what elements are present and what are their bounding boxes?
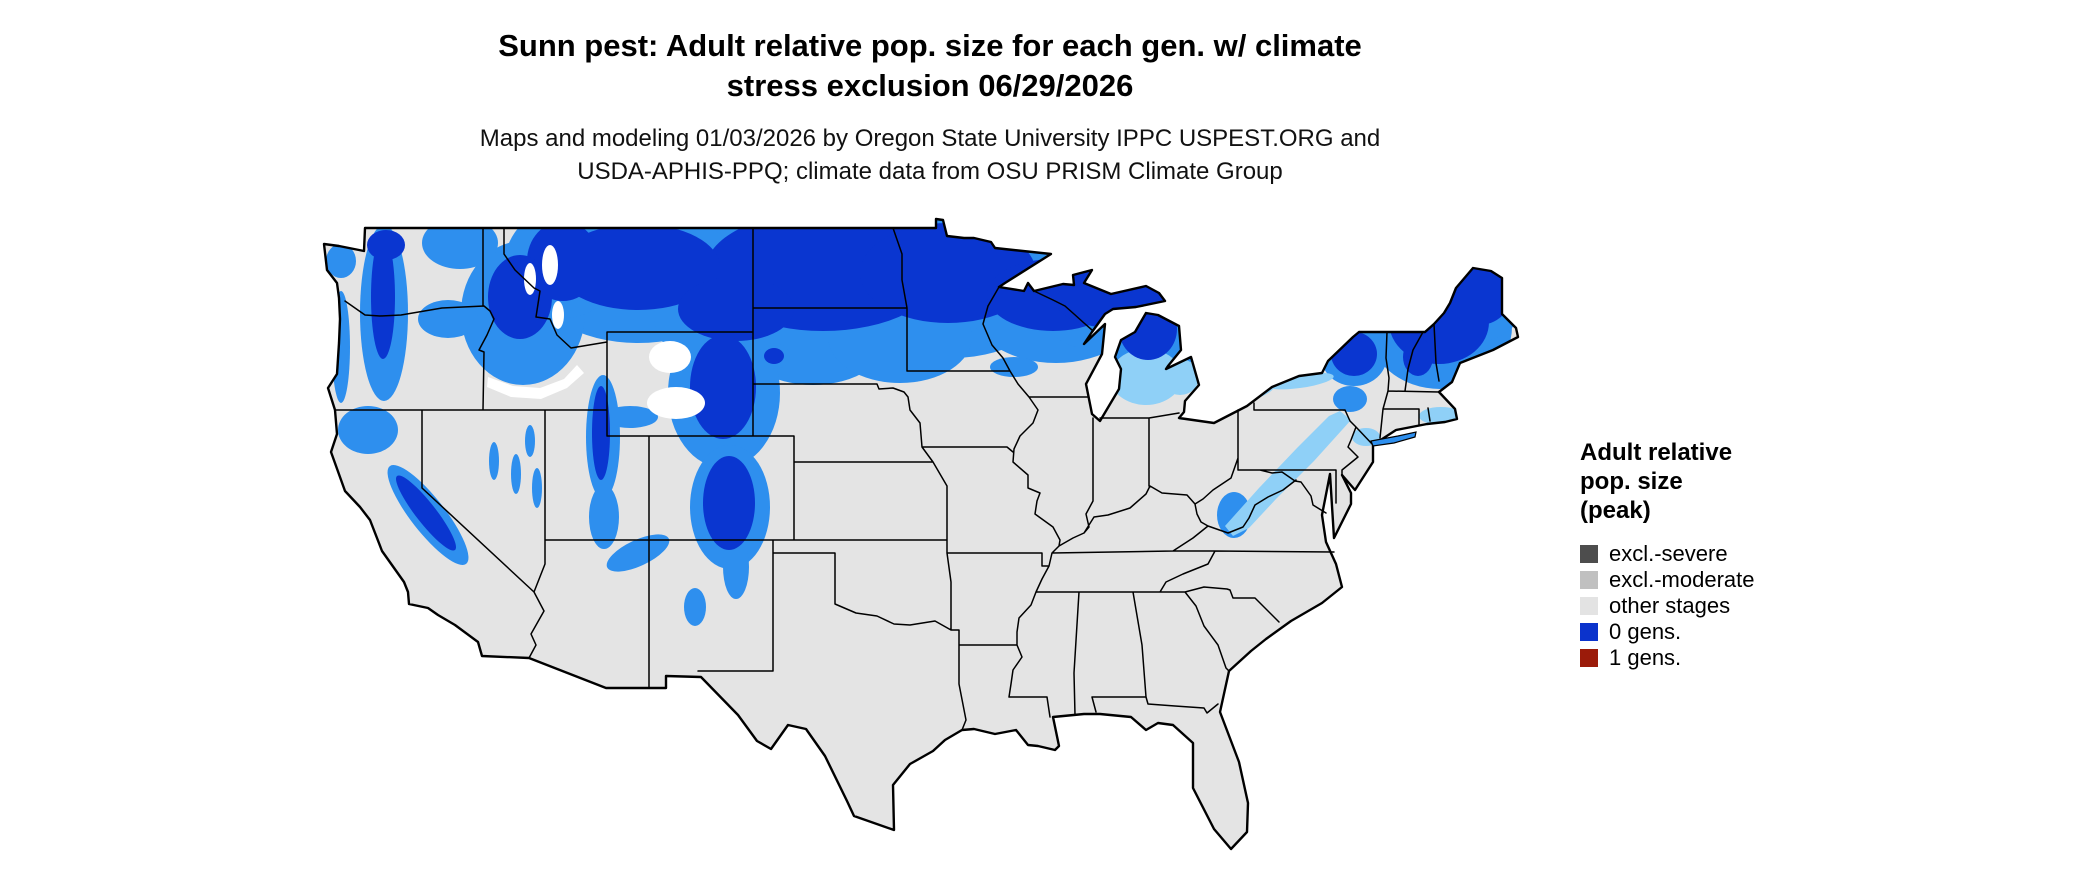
legend-item: 1 gens. <box>1580 645 1840 671</box>
blue-blob <box>511 454 521 494</box>
blue-blob <box>589 485 619 549</box>
legend-swatch <box>1580 545 1598 563</box>
legend-title-line1: Adult relative <box>1580 439 1733 466</box>
legend-swatch <box>1580 623 1598 641</box>
legend-title-line2: pop. size <box>1580 468 1683 495</box>
map-title: Sunn pest: Adult relative pop. size for … <box>0 26 1860 106</box>
blue-core <box>367 230 405 260</box>
blue-blob <box>990 357 1038 377</box>
blue-blob <box>489 442 499 480</box>
blue-blob <box>1266 372 1334 390</box>
legend-title: Adult relative pop. size (peak) <box>1580 438 1840 525</box>
blue-core <box>488 255 552 339</box>
blue-blob <box>326 244 356 278</box>
map-legend: Adult relative pop. size (peak) excl.-se… <box>1580 438 1840 671</box>
exclusion-patch <box>524 263 536 295</box>
exclusion-patch <box>542 245 558 285</box>
legend-item: excl.-severe <box>1580 541 1840 567</box>
legend-swatch <box>1580 571 1598 589</box>
blue-blob <box>422 219 498 269</box>
legend-item-label: other stages <box>1609 593 1731 618</box>
blue-blob <box>684 588 706 626</box>
blue-core <box>678 277 794 341</box>
map-subtitle-line2: USDA-APHIS-PPQ; climate data from OSU PR… <box>577 158 1283 185</box>
blue-blob <box>338 406 398 454</box>
us-landmass <box>324 219 1518 849</box>
legend-item: excl.-moderate <box>1580 567 1840 593</box>
blue-core <box>556 224 720 310</box>
legend-item-label: 0 gens. <box>1609 619 1682 644</box>
legend-item: other stages <box>1580 593 1840 619</box>
exclusion-patch <box>552 301 564 329</box>
blue-core <box>396 475 456 551</box>
blue-core <box>371 235 395 359</box>
blue-blob <box>1110 349 1182 405</box>
blue-core <box>703 456 755 550</box>
legend-swatch <box>1580 649 1598 667</box>
blue-blob <box>1333 386 1367 412</box>
blue-core <box>1331 332 1377 376</box>
map-area <box>308 215 1528 875</box>
exclusion-patch <box>487 365 584 399</box>
blue-core <box>690 335 756 439</box>
blue-blob <box>723 535 749 599</box>
legend-swatch <box>1580 597 1598 615</box>
legend-title-line3: (peak) <box>1580 497 1651 524</box>
blue-blob <box>606 534 670 572</box>
state-borders <box>334 227 1440 731</box>
blue-core <box>764 348 784 364</box>
map-title-line1: Sunn pest: Adult relative pop. size for … <box>498 28 1362 63</box>
us-choropleth-map <box>322 217 1520 851</box>
exclusion-patch <box>647 387 705 419</box>
legend-items: excl.-severe excl.-moderate other stages… <box>1580 541 1840 671</box>
long-island <box>1370 431 1417 447</box>
legend-item-label: 1 gens. <box>1609 645 1682 670</box>
exclusion-patch <box>649 341 691 373</box>
legend-item: 0 gens. <box>1580 619 1840 645</box>
blue-blob <box>332 291 350 403</box>
blue-core <box>1403 338 1433 376</box>
blue-blob <box>602 406 658 428</box>
blue-blob <box>532 468 542 508</box>
us-outline <box>322 217 1520 851</box>
map-subtitle: Maps and modeling 01/03/2026 by Oregon S… <box>0 122 1860 188</box>
map-title-line2: stress exclusion 06/29/2026 <box>726 68 1134 103</box>
blue-blob <box>525 425 535 457</box>
map-subtitle-line1: Maps and modeling 01/03/2026 by Oregon S… <box>479 125 1381 152</box>
legend-item-label: excl.-severe <box>1609 541 1728 566</box>
blue-blob <box>418 300 478 338</box>
legend-item-label: excl.-moderate <box>1609 567 1755 592</box>
